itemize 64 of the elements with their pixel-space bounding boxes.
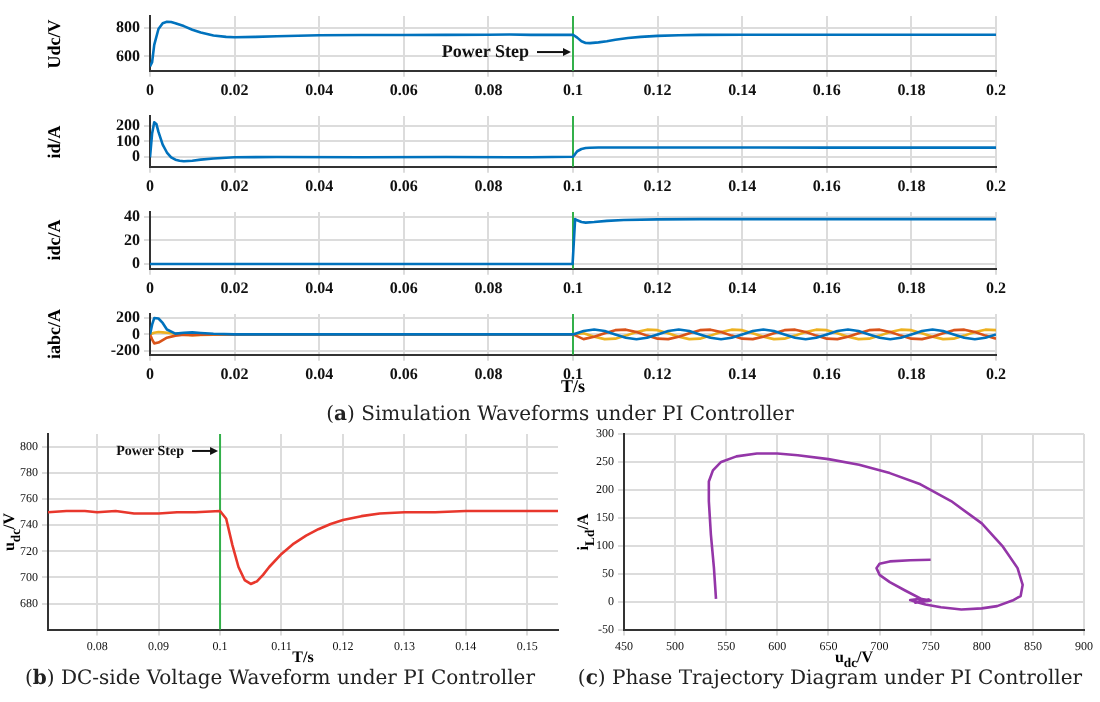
x-tick-label: 0.02 <box>220 364 249 383</box>
x-tick-label: 0.16 <box>812 364 841 383</box>
x-tick-label: 0.2 <box>986 278 1006 297</box>
x-tick-label: 0.04 <box>305 80 334 99</box>
x-tick-label: 0.06 <box>389 364 418 383</box>
text: (a) Simulation Waveforms under PI Controller <box>326 404 794 426</box>
x-tick-label: 0.04 <box>305 278 334 297</box>
x-tick-label: 0.12 <box>643 80 672 99</box>
x-tick-label: 0.14 <box>728 176 757 195</box>
x-tick-label: 0.16 <box>812 176 841 195</box>
y-axis-title: iabc/A <box>44 309 64 360</box>
y-axis-title: Udc/V <box>44 18 64 68</box>
x-tick-label: 0.04 <box>305 364 334 383</box>
x-tick-label: 0.16 <box>812 80 841 99</box>
y-tick-label: 600 <box>116 46 140 65</box>
text: (b) DC-side Voltage Waveform under PI Controller <box>24 668 536 690</box>
x-axis-title: T/s <box>292 647 314 666</box>
x-tick-label: 0 <box>146 176 154 195</box>
x-tick-label: 0.14 <box>728 80 757 99</box>
x-tick-label: 0.02 <box>220 278 249 297</box>
x-tick-label: 0.08 <box>474 364 503 383</box>
x-tick-label: 0.2 <box>986 176 1006 195</box>
text: (c) Phase Trajectory Diagram under PI Controller <box>577 668 1083 690</box>
x-tick-label: 0.12 <box>643 176 672 195</box>
x-tick-label: 0.12 <box>643 278 672 297</box>
x-tick-label: 0.04 <box>305 176 334 195</box>
x-tick-label: 0.18 <box>897 176 926 195</box>
x-tick-label: 0.16 <box>812 278 841 297</box>
x-tick-label: 0.06 <box>389 80 418 99</box>
y-tick-label: 20 <box>124 230 140 249</box>
y-axis-title: idc/A <box>44 219 64 261</box>
x-tick-label: 0.02 <box>220 176 249 195</box>
x-tick-label: 0.02 <box>220 80 249 99</box>
x-tick-label: 0.06 <box>389 278 418 297</box>
y-tick-label: 40 <box>124 206 140 225</box>
x-axis-title: u$_{dc}$/V <box>834 647 874 671</box>
y-axis-title: id/A <box>44 124 64 158</box>
x-tick-label: 0 <box>146 80 154 99</box>
x-tick-label: 0.12 <box>643 364 672 383</box>
y-tick-label: 0 <box>132 254 140 273</box>
x-tick-label: 0.18 <box>897 364 926 383</box>
y-tick-label: 0 <box>132 324 140 343</box>
x-tick-label: 0.18 <box>897 80 926 99</box>
y-tick-label: 200 <box>116 115 140 134</box>
y-tick-label: -200 <box>110 340 140 359</box>
x-tick-label: 0.08 <box>474 278 503 297</box>
x-tick-label: 0.18 <box>897 278 926 297</box>
y-tick-label: 0 <box>132 147 140 166</box>
y-tick-label: 800 <box>116 17 140 36</box>
x-tick-label: 0 <box>146 364 154 383</box>
x-tick-label: 0.1 <box>563 80 583 99</box>
x-tick-label: 0.06 <box>389 176 418 195</box>
x-tick-label: 0.1 <box>563 176 583 195</box>
y-tick-label: 200 <box>116 308 140 327</box>
x-tick-label: 0.2 <box>986 364 1006 383</box>
annotation: Power Step <box>441 40 529 61</box>
x-tick-label: 0.14 <box>728 278 757 297</box>
x-tick-label: 0.08 <box>474 80 503 99</box>
y-tick-label: 100 <box>116 131 140 150</box>
x-tick-label: 0.08 <box>474 176 503 195</box>
x-tick-label: 0.2 <box>986 80 1006 99</box>
x-tick-label: 0 <box>146 278 154 297</box>
x-tick-label: 0.14 <box>728 364 757 383</box>
x-tick-label: 0.1 <box>563 278 583 297</box>
